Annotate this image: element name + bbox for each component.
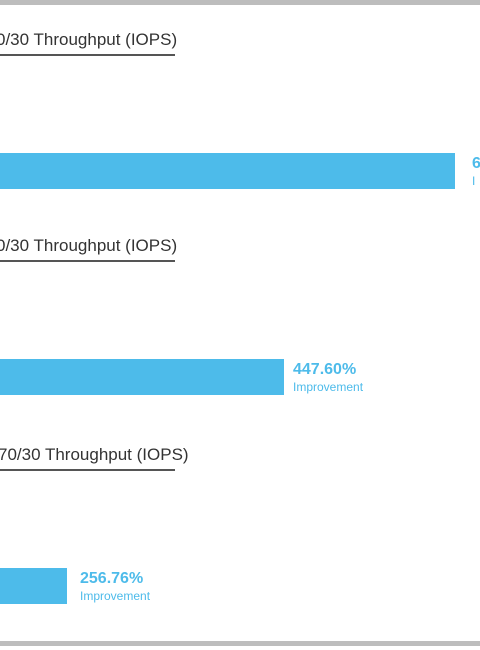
bar-value-label: 6 xyxy=(472,155,480,172)
bar-caption: Improvement xyxy=(80,589,151,603)
frame-bottom-border xyxy=(0,641,480,646)
chart-panel-2: 0/30 Throughput (IOPS) 447.60% Improveme… xyxy=(0,236,480,441)
chart-title: 0/30 Throughput (IOPS) xyxy=(0,236,178,255)
chart-title: 70/30 Throughput (IOPS) xyxy=(0,445,189,464)
frame-top-border xyxy=(0,0,480,5)
bar-value-label: 447.60% xyxy=(293,361,357,378)
bar xyxy=(0,153,455,189)
title-underline xyxy=(0,54,175,56)
chart-title: 0/30 Throughput (IOPS) xyxy=(0,30,178,49)
chart-panel-1: 0/30 Throughput (IOPS) 6 I xyxy=(0,30,480,235)
bar xyxy=(0,568,67,604)
bar-caption: Improvement xyxy=(293,380,364,394)
bar-value-label: 256.76% xyxy=(80,570,144,587)
chart-panel-3: 70/30 Throughput (IOPS) 256.76% Improvem… xyxy=(0,445,480,650)
title-underline xyxy=(0,260,175,262)
bar-caption: I xyxy=(472,174,476,188)
title-underline xyxy=(0,469,175,471)
bar xyxy=(0,359,284,395)
